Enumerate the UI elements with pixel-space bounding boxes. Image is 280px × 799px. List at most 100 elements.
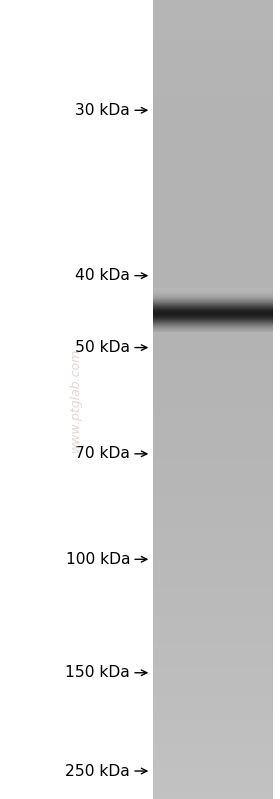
Bar bbox=[153, 171, 273, 174]
Bar bbox=[153, 539, 273, 542]
Bar bbox=[153, 74, 273, 76]
Bar bbox=[153, 682, 273, 686]
Bar bbox=[153, 228, 273, 230]
Bar bbox=[153, 674, 273, 678]
Bar bbox=[153, 161, 273, 164]
Bar bbox=[153, 7, 273, 10]
Bar bbox=[153, 730, 273, 733]
Bar bbox=[153, 713, 273, 715]
Bar bbox=[153, 292, 273, 294]
Bar bbox=[153, 345, 273, 348]
Bar bbox=[153, 263, 273, 265]
Bar bbox=[153, 417, 273, 419]
Bar bbox=[153, 789, 273, 791]
Bar bbox=[153, 487, 273, 489]
Bar bbox=[153, 392, 273, 394]
Bar bbox=[153, 459, 273, 462]
Bar bbox=[153, 599, 273, 601]
Bar bbox=[153, 203, 273, 205]
Bar bbox=[153, 6, 273, 8]
Bar bbox=[153, 477, 273, 479]
Bar bbox=[153, 581, 273, 583]
Bar bbox=[153, 89, 273, 92]
Bar bbox=[153, 201, 273, 204]
Bar bbox=[153, 369, 273, 372]
Bar bbox=[153, 573, 273, 575]
Bar bbox=[153, 87, 273, 90]
Bar bbox=[153, 316, 273, 317]
Bar bbox=[153, 521, 273, 523]
Bar bbox=[153, 657, 273, 659]
Bar bbox=[153, 371, 273, 374]
Bar bbox=[153, 225, 273, 228]
Bar bbox=[153, 0, 273, 2]
Bar bbox=[153, 535, 273, 537]
Bar bbox=[153, 767, 273, 769]
Bar bbox=[153, 215, 273, 217]
Bar bbox=[153, 663, 273, 665]
Bar bbox=[153, 78, 273, 80]
Bar bbox=[153, 569, 273, 571]
Bar bbox=[153, 195, 273, 198]
Bar bbox=[153, 175, 273, 178]
Bar bbox=[153, 58, 273, 60]
Bar bbox=[153, 743, 273, 745]
Bar bbox=[153, 562, 273, 566]
Bar bbox=[153, 245, 273, 248]
Bar bbox=[153, 791, 273, 793]
Bar bbox=[153, 27, 273, 30]
Bar bbox=[153, 244, 273, 246]
Bar bbox=[153, 148, 273, 150]
Bar bbox=[153, 661, 273, 663]
Bar bbox=[153, 285, 273, 288]
Bar bbox=[153, 97, 273, 100]
Bar bbox=[153, 309, 273, 312]
Bar bbox=[153, 155, 273, 158]
Bar bbox=[153, 35, 273, 38]
Bar bbox=[153, 30, 273, 32]
Bar bbox=[153, 40, 273, 42]
Bar bbox=[153, 705, 273, 707]
Bar bbox=[153, 633, 273, 635]
Bar bbox=[153, 396, 273, 398]
Bar bbox=[153, 583, 273, 585]
Bar bbox=[153, 34, 273, 36]
Bar bbox=[153, 333, 273, 336]
Bar bbox=[153, 631, 273, 633]
Bar bbox=[153, 400, 273, 401]
Bar bbox=[153, 308, 273, 309]
Bar bbox=[153, 437, 273, 439]
Bar bbox=[153, 770, 273, 773]
Bar bbox=[153, 221, 273, 224]
Bar bbox=[153, 193, 273, 196]
Bar bbox=[153, 685, 273, 687]
Bar bbox=[153, 557, 273, 559]
Bar bbox=[153, 261, 273, 264]
Bar bbox=[153, 593, 273, 595]
Bar bbox=[153, 665, 273, 667]
Bar bbox=[153, 541, 273, 543]
Bar bbox=[153, 505, 273, 507]
Bar bbox=[153, 451, 273, 454]
Bar bbox=[153, 411, 273, 414]
Bar bbox=[153, 360, 273, 361]
Bar bbox=[153, 527, 273, 529]
Bar bbox=[153, 483, 273, 485]
Bar bbox=[153, 83, 273, 86]
Bar bbox=[153, 714, 273, 718]
Bar bbox=[153, 380, 273, 382]
Bar bbox=[153, 650, 273, 654]
Text: 30 kDa: 30 kDa bbox=[75, 103, 130, 117]
Bar bbox=[153, 267, 273, 270]
Text: 150 kDa: 150 kDa bbox=[66, 666, 130, 680]
Bar bbox=[153, 443, 273, 446]
Bar bbox=[153, 761, 273, 763]
Bar bbox=[153, 128, 273, 129]
Bar bbox=[153, 475, 273, 477]
Bar bbox=[153, 11, 273, 14]
Bar bbox=[153, 71, 273, 74]
Bar bbox=[153, 495, 273, 497]
Bar bbox=[153, 785, 273, 787]
Bar bbox=[153, 132, 273, 133]
Bar bbox=[153, 325, 273, 328]
